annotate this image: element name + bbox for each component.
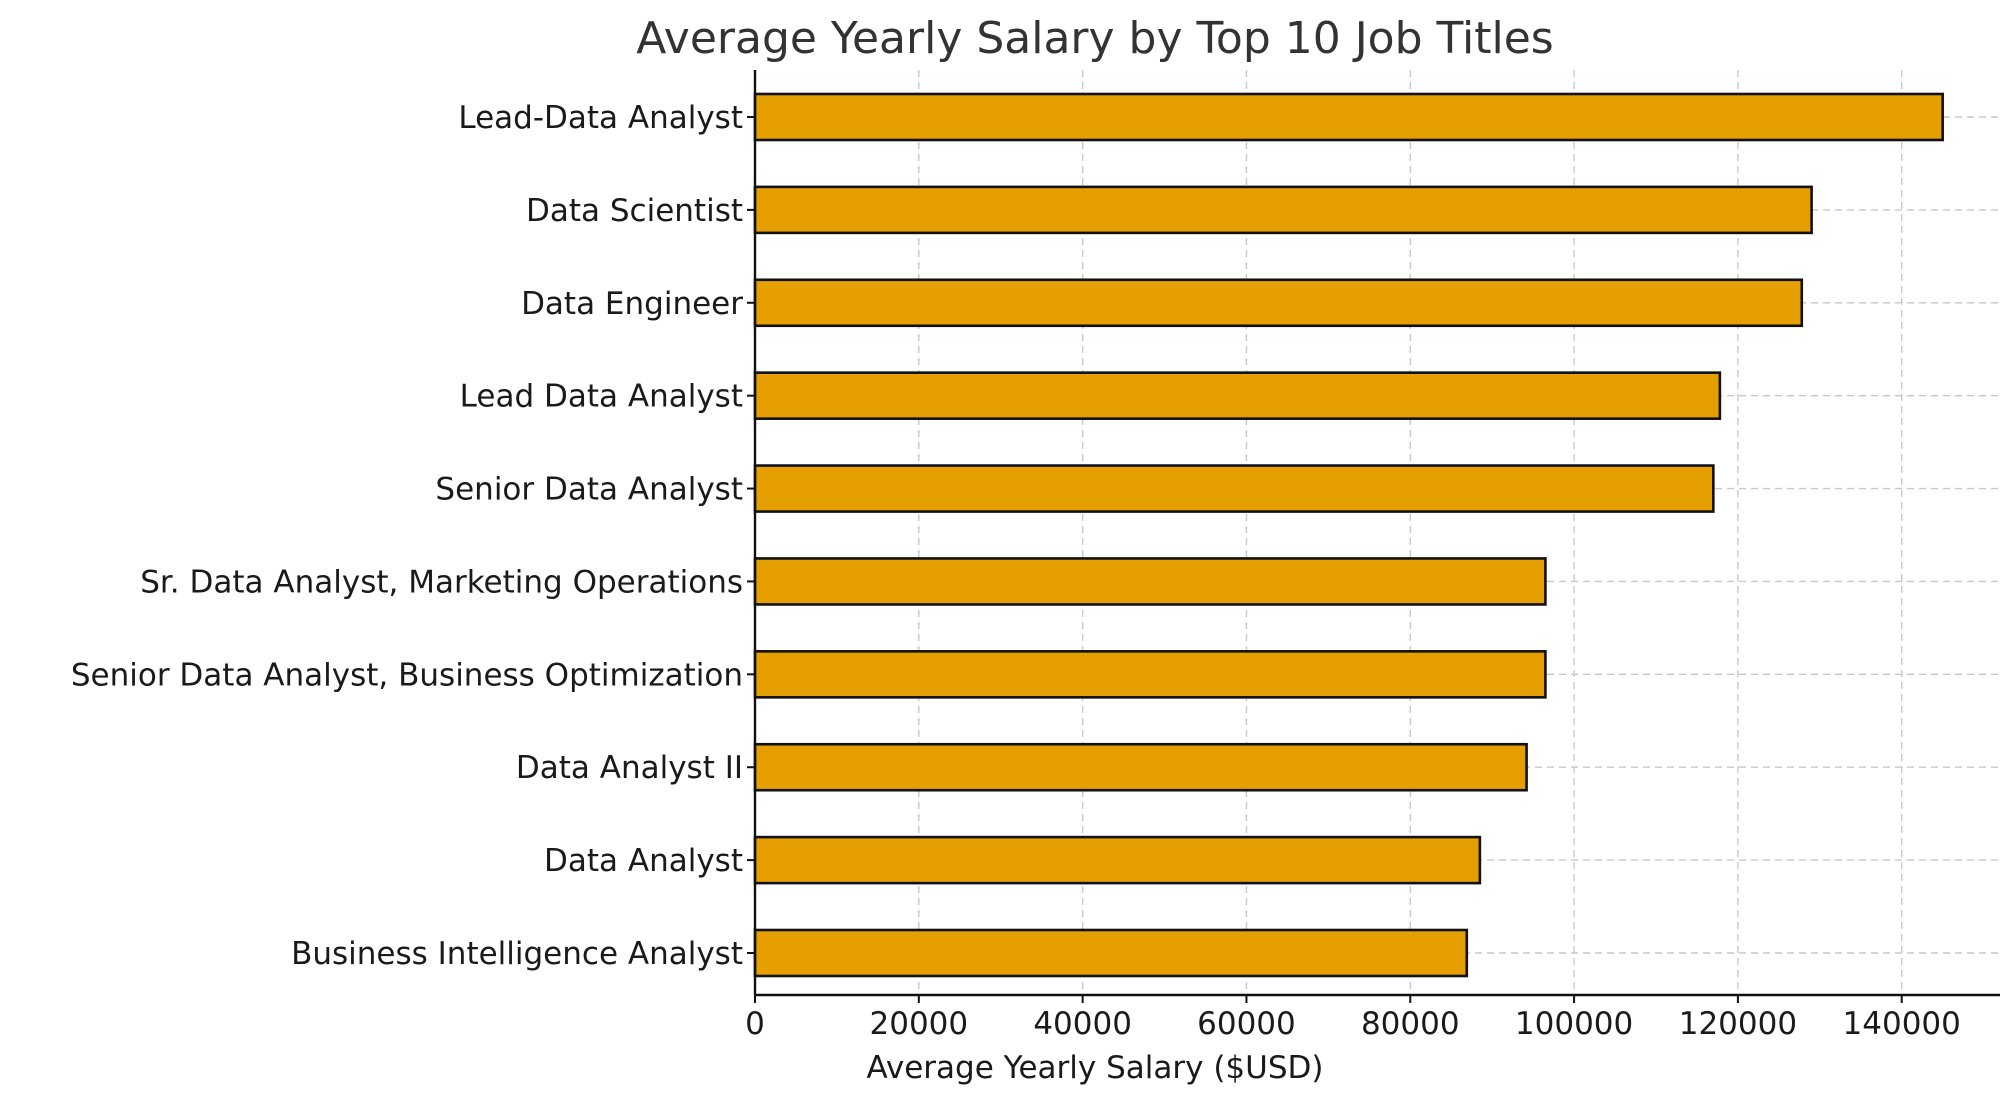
bar <box>753 742 1528 792</box>
bar-layer <box>753 92 1944 978</box>
bar <box>753 371 1722 420</box>
bar <box>753 464 1715 513</box>
category-label: Lead-Data Analyst <box>458 100 743 136</box>
category-label: Senior Data Analyst, Business Optimizati… <box>71 657 743 693</box>
x-tick-label: 80000 <box>1361 1006 1460 1042</box>
bar <box>753 185 1813 235</box>
bar <box>753 928 1469 978</box>
x-tick-label: 140000 <box>1843 1006 1961 1042</box>
x-tick-label: 100000 <box>1515 1006 1633 1042</box>
bar <box>753 650 1547 699</box>
bar <box>753 278 1804 328</box>
x-tick-label: 20000 <box>870 1006 969 1042</box>
category-label: Data Analyst <box>544 843 743 879</box>
x-tick-label: 60000 <box>1197 1006 1296 1042</box>
x-tick-label: 120000 <box>1679 1006 1797 1042</box>
bar <box>753 557 1547 606</box>
x-tick-label: 0 <box>745 1006 765 1042</box>
bar <box>753 835 1482 885</box>
category-label: Business Intelligence Analyst <box>291 936 743 972</box>
chart-title: Average Yearly Salary by Top 10 Job Titl… <box>636 13 1553 64</box>
category-label: Senior Data Analyst <box>435 472 743 508</box>
bar <box>753 92 1944 142</box>
category-label: Data Engineer <box>521 286 743 322</box>
category-label: Lead Data Analyst <box>460 379 743 415</box>
axis-layer: Lead-Data Analyst Data Scientist Data Engi… <box>71 70 2000 1042</box>
category-label: Data Scientist <box>526 193 743 229</box>
category-label: Sr. Data Analyst, Marketing Operations <box>140 564 743 600</box>
category-label: Data Analyst II <box>516 750 743 786</box>
x-tick-label: 40000 <box>1033 1006 1132 1042</box>
x-axis-label: Average Yearly Salary ($USD) <box>867 1050 1324 1086</box>
